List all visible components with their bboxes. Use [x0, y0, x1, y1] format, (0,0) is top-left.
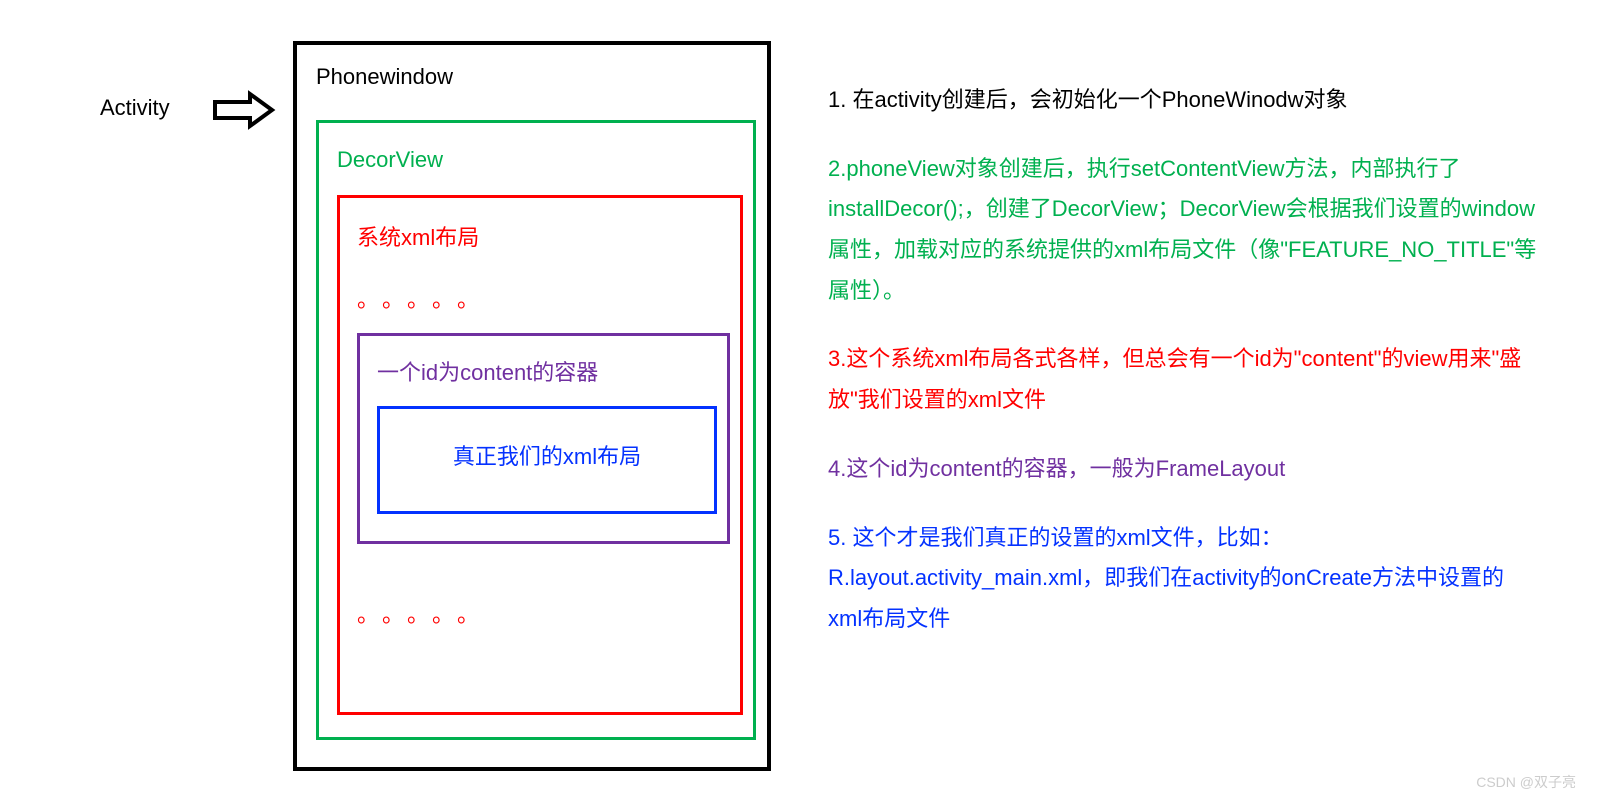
content-title: 一个id为content的容器 — [377, 355, 717, 387]
xml-box: 真正我们的xml布局 — [377, 406, 717, 514]
note-1: 1. 在activity创建后，会初始化一个PhoneWinodw对象 — [828, 80, 1538, 121]
dots-top: 。。。。。 — [357, 282, 730, 314]
sysxml-box: 系统xml布局 。。。。。 一个id为content的容器 真正我们的xml布局… — [337, 195, 743, 715]
sysxml-title: 系统xml布局 — [357, 220, 730, 252]
note-2: 2.phoneView对象创建后，执行setContentView方法，内部执行… — [828, 149, 1538, 312]
xml-title: 真正我们的xml布局 — [390, 439, 704, 471]
phonewindow-title: Phonewindow — [316, 64, 756, 90]
dots-bottom: 。。。。。 — [357, 597, 730, 629]
note-3: 3.这个系统xml布局各式各样，但总会有一个id为"content"的view用… — [828, 339, 1538, 420]
diagram-container: Activity Phonewindow DecorView 系统xml布局 。… — [0, 0, 1601, 802]
note-4: 4.这个id为content的容器，一般为FrameLayout — [828, 449, 1538, 490]
notes-panel: 1. 在activity创建后，会初始化一个PhoneWinodw对象 2.ph… — [828, 80, 1538, 668]
note-5: 5. 这个才是我们真正的设置的xml文件，比如：R.layout.activit… — [828, 518, 1538, 640]
activity-label: Activity — [100, 95, 170, 121]
arrow-icon — [210, 90, 280, 130]
phonewindow-box: Phonewindow DecorView 系统xml布局 。。。。。 一个id… — [293, 41, 771, 771]
decorview-box: DecorView 系统xml布局 。。。。。 一个id为content的容器 … — [316, 120, 756, 740]
decorview-title: DecorView — [337, 147, 743, 173]
watermark: CSDN @双子亮 — [1476, 772, 1576, 792]
content-box: 一个id为content的容器 真正我们的xml布局 — [357, 333, 730, 544]
